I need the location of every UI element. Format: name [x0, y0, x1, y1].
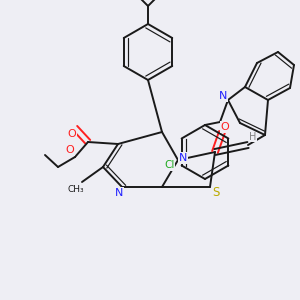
- Text: CH₃: CH₃: [68, 185, 84, 194]
- Text: O: O: [68, 129, 76, 139]
- Text: H: H: [249, 132, 257, 142]
- Text: N: N: [219, 91, 227, 101]
- Text: N: N: [179, 153, 187, 163]
- Text: N: N: [115, 188, 123, 198]
- Text: O: O: [220, 122, 230, 132]
- Text: Cl: Cl: [164, 160, 175, 170]
- Text: S: S: [212, 185, 220, 199]
- Text: O: O: [66, 145, 74, 155]
